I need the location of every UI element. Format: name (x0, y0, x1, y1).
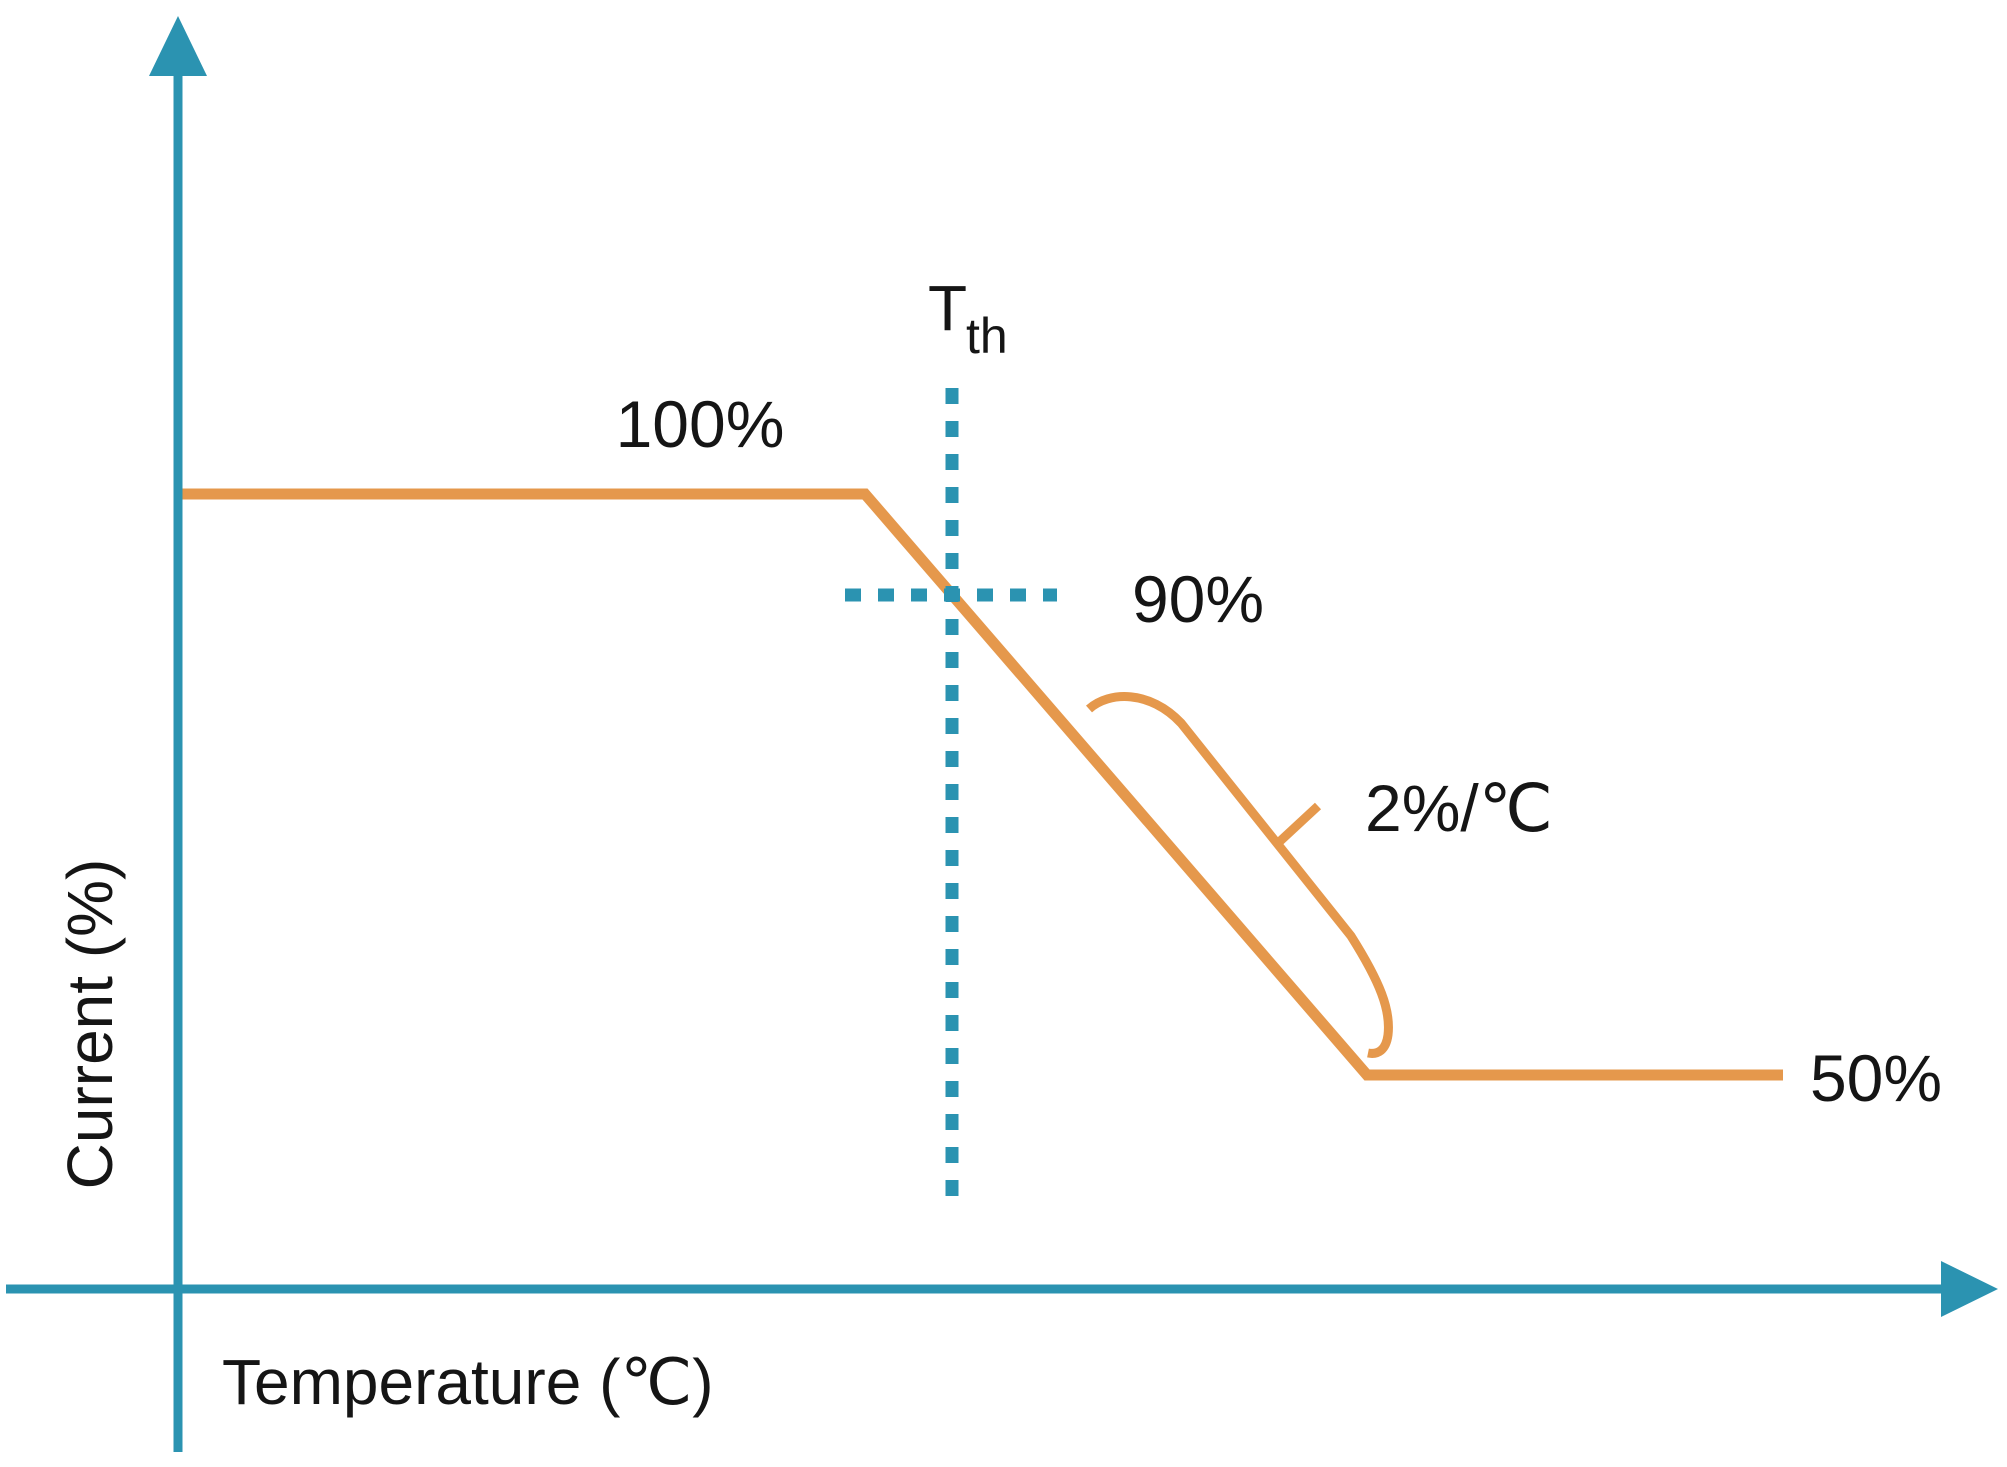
label-derating-rate: 2%/℃ (1365, 771, 1553, 845)
label-50-percent: 50% (1810, 1041, 1942, 1115)
y-axis-arrowhead (149, 16, 207, 76)
slope-brace-tick (1273, 802, 1322, 848)
label-tth-subscript: th (966, 308, 1008, 364)
x-axis-arrowhead (1941, 1261, 1998, 1317)
label-90-percent: 90% (1132, 562, 1264, 636)
label-100-percent: 100% (616, 387, 785, 461)
derating-curve-line (178, 488, 1783, 1081)
x-axis-title: Temperature (℃) (222, 1346, 714, 1418)
slope-brace (1085, 692, 1393, 1058)
label-tth-symbol: T (928, 272, 967, 344)
y-axis-title: Current (%) (54, 859, 126, 1190)
